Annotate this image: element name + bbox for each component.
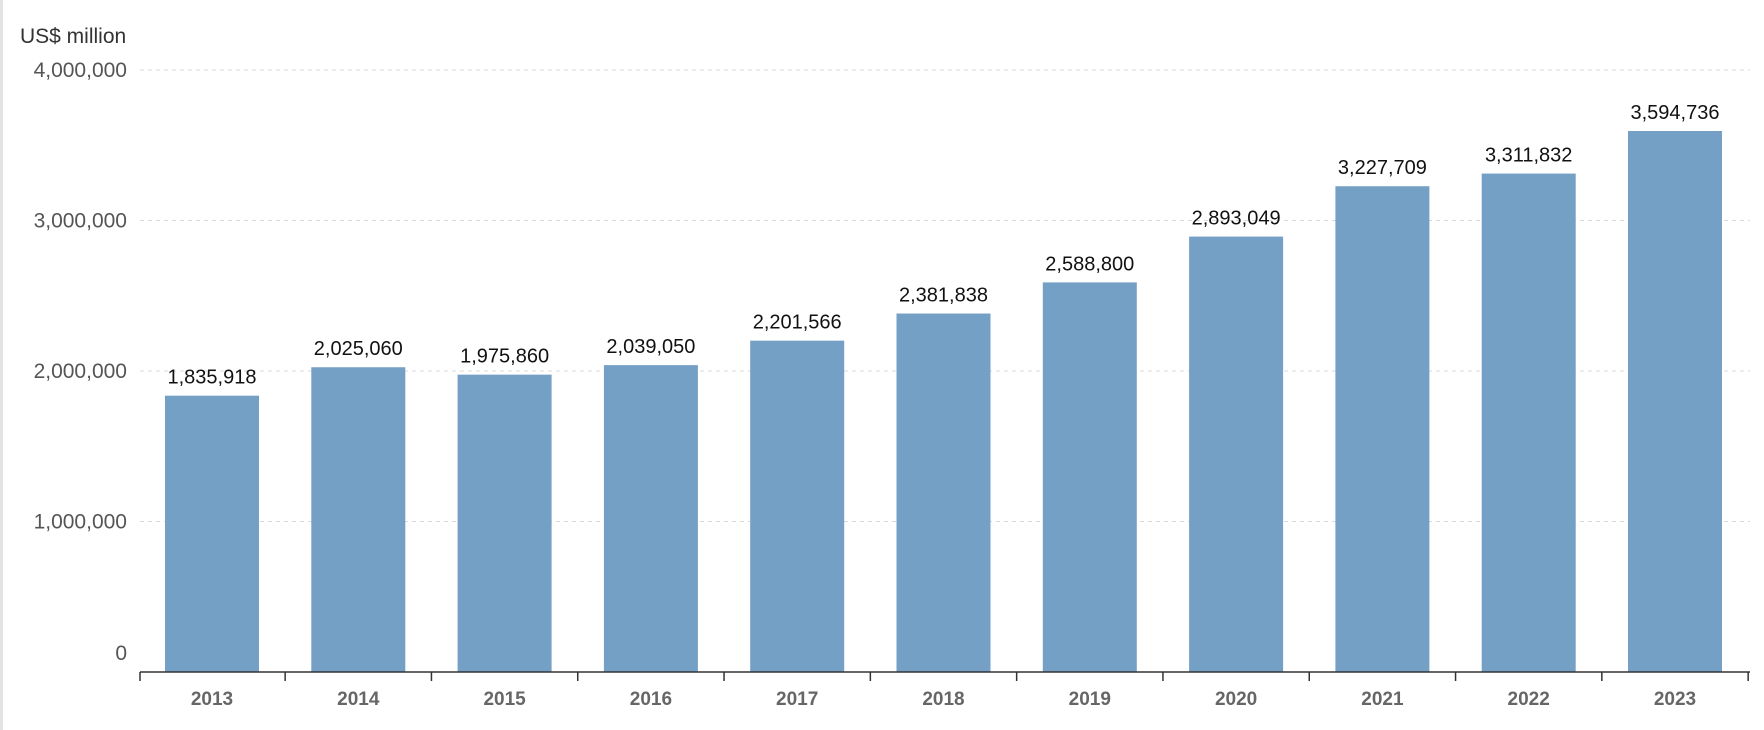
y-tick-label: 0 (115, 642, 127, 665)
x-tick-label: 2016 (630, 689, 672, 710)
bar (1481, 173, 1576, 673)
bars (165, 130, 1722, 673)
data-label: 1,835,918 (168, 367, 257, 389)
x-tick-label: 2014 (337, 689, 380, 710)
data-label: 2,039,050 (606, 336, 695, 358)
y-axis-ticks: 0 1,000,000 2,000,000 3,000,000 4,000,000 (34, 59, 127, 665)
x-axis-ticks: 2013 2014 2015 2016 2017 2018 2019 2020 2021 2022… (139, 672, 1749, 710)
bar (1335, 186, 1430, 672)
data-label: 2,588,800 (1045, 253, 1134, 275)
bar (603, 365, 698, 672)
bar (1042, 282, 1137, 672)
x-tick-label: 2021 (1361, 689, 1404, 710)
x-tick-label: 2015 (483, 689, 526, 710)
data-label: 2,893,049 (1192, 208, 1281, 230)
x-tick-label: 2023 (1654, 689, 1696, 710)
bar (896, 313, 991, 672)
data-label: 2,201,566 (753, 312, 842, 334)
x-tick-label: 2013 (191, 689, 233, 710)
y-tick-label: 1,000,000 (34, 511, 127, 534)
data-label: 3,311,832 (1485, 145, 1573, 167)
data-label: 1,975,860 (460, 346, 549, 368)
x-tick-label: 2022 (1508, 689, 1550, 710)
bar (750, 340, 845, 672)
data-label: 2,381,838 (899, 285, 988, 307)
bar (457, 374, 552, 672)
data-label: 3,594,736 (1631, 102, 1720, 124)
bar (165, 395, 259, 672)
data-labels: 1,835,918 2,025,060 1,975,860 2,039,050 2,20… (168, 102, 1720, 389)
bar (311, 367, 406, 672)
y-tick-label: 4,000,000 (34, 59, 127, 82)
data-label: 3,227,709 (1338, 157, 1427, 179)
bar (1628, 130, 1722, 672)
left-edge-strip (0, 0, 3, 730)
y-tick-label: 3,000,000 (34, 210, 127, 233)
y-unit-label: US$ million (20, 25, 126, 48)
y-tick-label: 2,000,000 (34, 360, 127, 383)
x-tick-label: 2019 (1069, 689, 1111, 710)
x-tick-label: 2018 (922, 689, 964, 710)
x-tick-label: 2020 (1215, 689, 1257, 710)
bar (1189, 236, 1284, 672)
data-label: 2,025,060 (314, 338, 403, 360)
x-tick-label: 2017 (776, 689, 818, 710)
